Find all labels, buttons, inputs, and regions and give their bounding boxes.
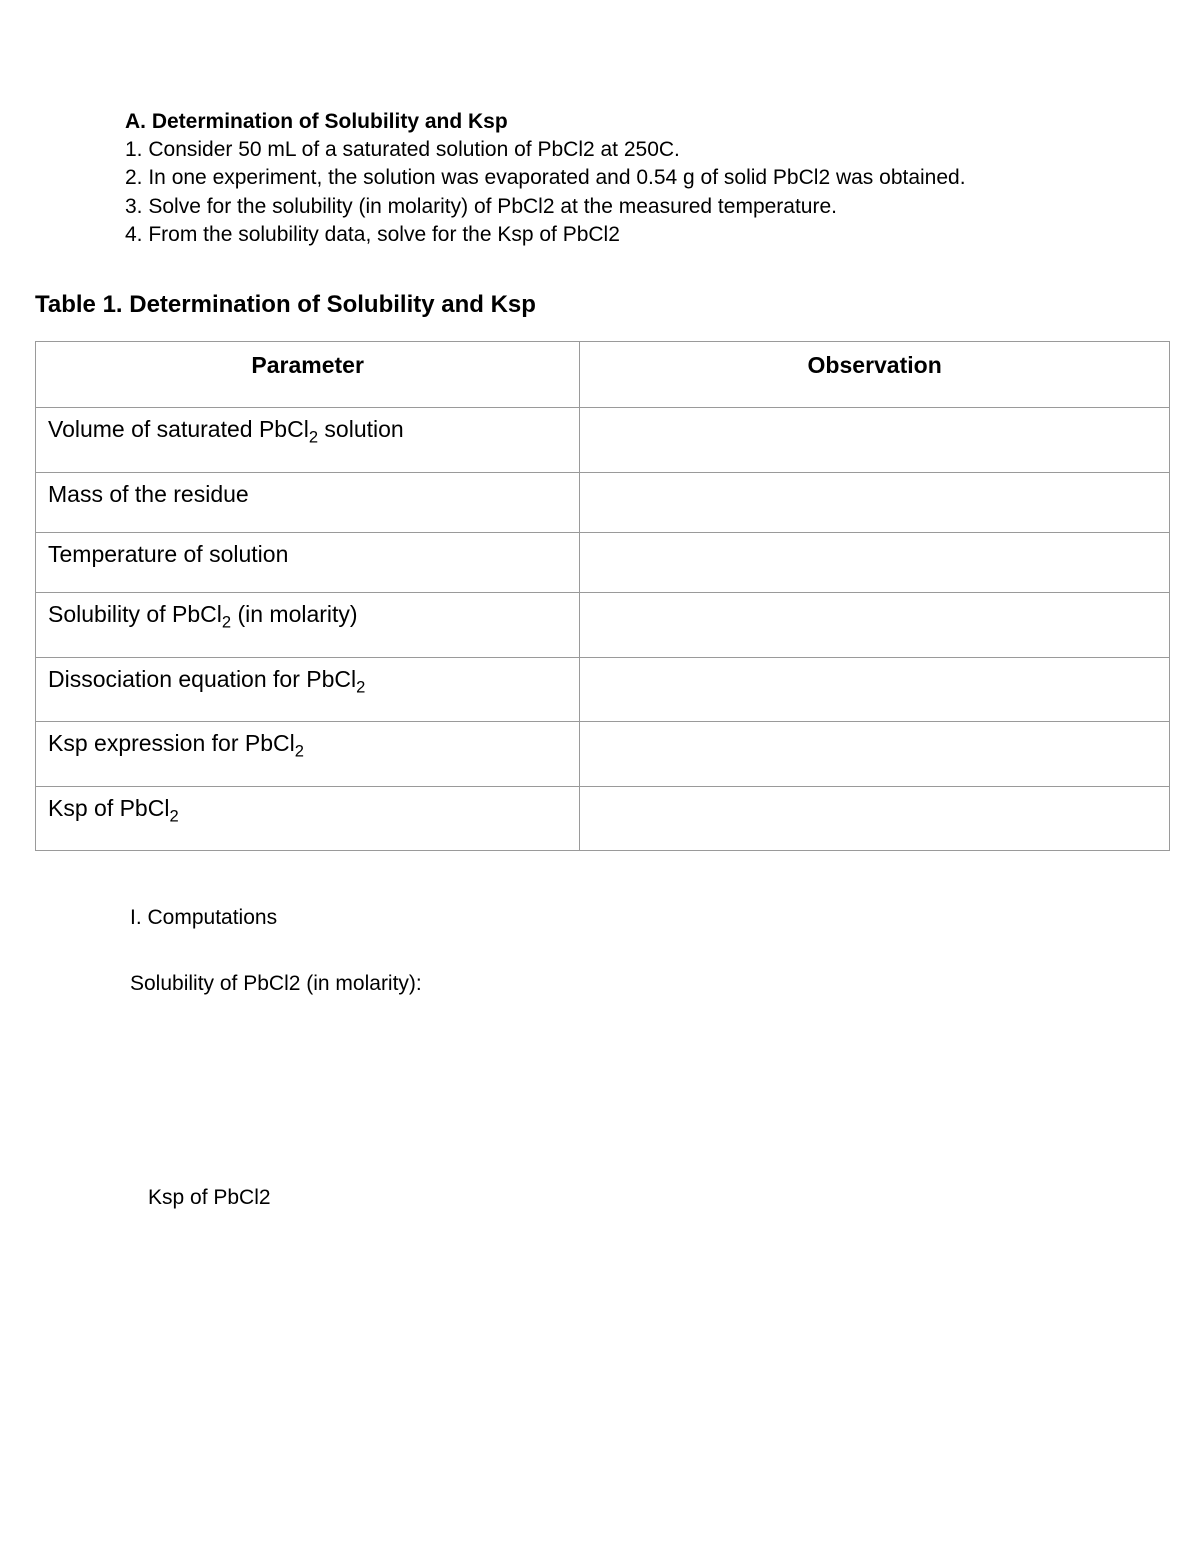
parameter-cell: Solubility of PbCl2 (in molarity) [36, 592, 580, 657]
observation-cell [580, 408, 1170, 473]
column-header-observation: Observation [580, 342, 1170, 408]
parameter-cell: Volume of saturated PbCl2 solution [36, 408, 580, 473]
table-row: Ksp expression for PbCl2 [36, 722, 1170, 787]
table-title: Table 1. Determination of Solubility and… [35, 291, 1170, 319]
table-row: Mass of the residue [36, 472, 1170, 532]
table-body: Volume of saturated PbCl2 solutionMass o… [36, 408, 1170, 851]
column-header-parameter: Parameter [36, 342, 580, 408]
observation-cell [580, 592, 1170, 657]
parameter-cell: Ksp of PbCl2 [36, 786, 580, 851]
observation-cell [580, 722, 1170, 787]
table-row: Solubility of PbCl2 (in molarity) [36, 592, 1170, 657]
instruction-line-2: 2. In one experiment, the solution was e… [125, 164, 1060, 192]
parameter-cell: Mass of the residue [36, 472, 580, 532]
observation-cell [580, 657, 1170, 722]
parameter-cell: Ksp expression for PbCl2 [36, 722, 580, 787]
table-row: Dissociation equation for PbCl2 [36, 657, 1170, 722]
instruction-line-1: 1. Consider 50 mL of a saturated solutio… [125, 136, 1060, 164]
table-row: Ksp of PbCl2 [36, 786, 1170, 851]
observation-cell [580, 786, 1170, 851]
parameter-cell: Dissociation equation for PbCl2 [36, 657, 580, 722]
computation-solubility-label: Solubility of PbCl2 (in molarity): [130, 972, 1170, 996]
section-heading: A. Determination of Solubility and Ksp [125, 110, 1060, 134]
instruction-line-3: 3. Solve for the solubility (in molarity… [125, 193, 1060, 221]
instruction-line-4: 4. From the solubility data, solve for t… [125, 221, 1060, 249]
observation-cell [580, 472, 1170, 532]
table-row: Temperature of solution [36, 532, 1170, 592]
computation-ksp-label: Ksp of PbCl2 [148, 1186, 1170, 1210]
parameter-cell: Temperature of solution [36, 532, 580, 592]
table-row: Volume of saturated PbCl2 solution [36, 408, 1170, 473]
computations-heading: I. Computations [130, 906, 1170, 930]
observation-cell [580, 532, 1170, 592]
table-header-row: Parameter Observation [36, 342, 1170, 408]
solubility-table: Parameter Observation Volume of saturate… [35, 341, 1170, 851]
